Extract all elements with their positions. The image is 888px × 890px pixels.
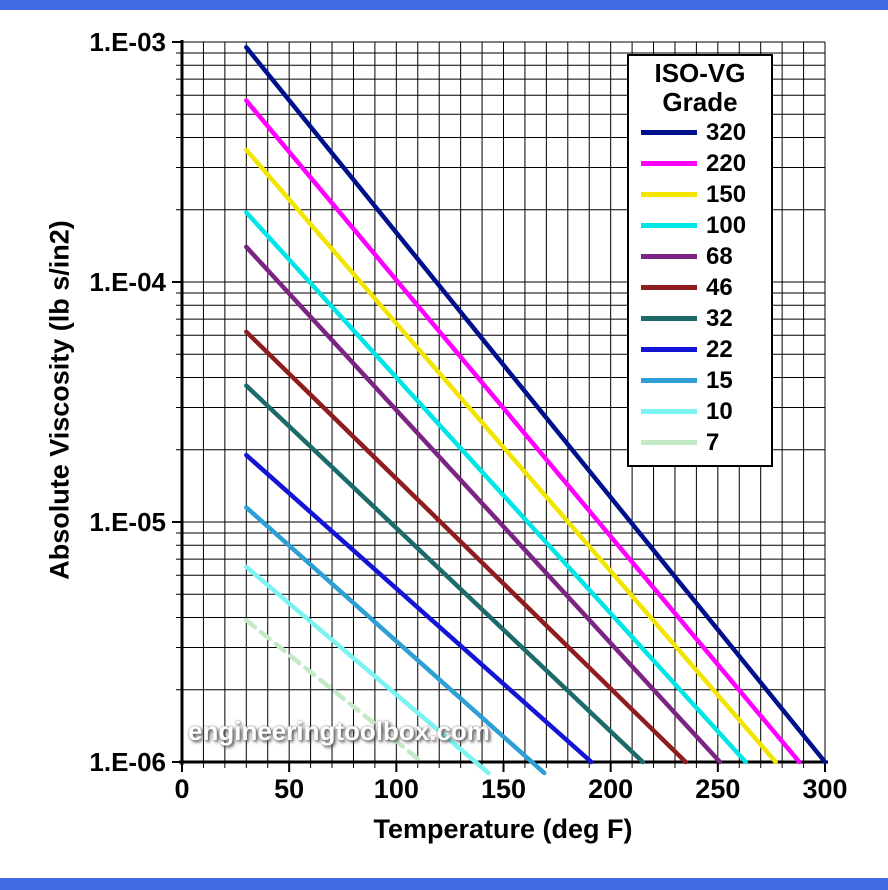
legend-line-swatch bbox=[641, 440, 697, 446]
series-line-7 bbox=[244, 617, 425, 765]
legend-entry-7: 7 bbox=[629, 427, 771, 458]
legend-entry-220: 220 bbox=[629, 148, 771, 179]
legend-label: 15 bbox=[706, 366, 733, 394]
y-axis-title: Absolute Viscosity (lb s/in2) bbox=[44, 220, 75, 580]
x-tick-label: 0 bbox=[174, 774, 189, 804]
legend-label: 10 bbox=[706, 397, 733, 425]
legend-line-swatch bbox=[641, 130, 697, 136]
legend-entries: 320 220 150 100 68 46 32 22 15 10 7 bbox=[629, 117, 771, 458]
x-tick-label: 150 bbox=[481, 774, 526, 804]
series-line-220 bbox=[244, 98, 802, 765]
legend-entry-320: 320 bbox=[629, 117, 771, 148]
legend-line-swatch bbox=[641, 378, 697, 384]
series-line-150 bbox=[244, 147, 778, 765]
tick-labels: 0 50 100 150 200 250 300 1.E-03 1.E-04 1.E-05 1.E-… bbox=[89, 27, 847, 804]
legend-title-line1: ISO-VG bbox=[654, 58, 746, 88]
legend-entry-150: 150 bbox=[629, 179, 771, 210]
series-line-32 bbox=[244, 383, 646, 765]
x-tick-label: 300 bbox=[802, 774, 847, 804]
legend-label: 100 bbox=[706, 211, 747, 239]
legend: ISO-VG Grade 320 220 150 100 68 46 32 22 15 10 7 bbox=[627, 54, 773, 468]
legend-title-line2: Grade bbox=[662, 87, 738, 118]
x-tick-label: 200 bbox=[588, 774, 633, 804]
legend-line-swatch bbox=[641, 223, 697, 229]
legend-label: 7 bbox=[706, 428, 720, 456]
series-line-46 bbox=[244, 329, 688, 765]
legend-line-swatch bbox=[641, 161, 697, 167]
series-lines bbox=[244, 45, 828, 776]
y-tick-label: 1.E-05 bbox=[89, 507, 166, 537]
legend-title: ISO-VG Grade bbox=[629, 58, 771, 118]
legend-label: 46 bbox=[706, 273, 733, 301]
legend-entry-46: 46 bbox=[629, 272, 771, 303]
legend-line-swatch bbox=[641, 316, 697, 322]
legend-label: 32 bbox=[706, 304, 733, 332]
series-line-22 bbox=[244, 452, 594, 765]
x-tick-label: 250 bbox=[695, 774, 740, 804]
watermark: engineeringtoolbox.com bbox=[188, 716, 490, 746]
x-tick-label: 100 bbox=[374, 774, 419, 804]
bottom-border-bar bbox=[0, 878, 888, 890]
series-line-320 bbox=[244, 45, 828, 765]
legend-entry-10: 10 bbox=[629, 396, 771, 427]
y-tick-label: 1.E-06 bbox=[89, 747, 166, 777]
series-line-68 bbox=[244, 244, 723, 765]
legend-line-swatch bbox=[641, 285, 697, 291]
legend-entry-32: 32 bbox=[629, 303, 771, 334]
legend-label: 150 bbox=[706, 180, 747, 208]
series-line-100 bbox=[244, 210, 748, 765]
legend-entry-22: 22 bbox=[629, 334, 771, 365]
series-line-10 bbox=[244, 564, 491, 776]
legend-label: 220 bbox=[706, 149, 747, 177]
legend-line-swatch bbox=[641, 254, 697, 260]
top-border-bar bbox=[0, 0, 888, 10]
legend-entry-15: 15 bbox=[629, 365, 771, 396]
series-line-15 bbox=[244, 505, 547, 776]
x-axis-title: Temperature (deg F) bbox=[373, 814, 633, 844]
y-tick-label: 1.E-03 bbox=[89, 27, 166, 57]
legend-line-swatch bbox=[641, 192, 697, 198]
y-tick-label: 1.E-04 bbox=[89, 267, 166, 297]
legend-entry-68: 68 bbox=[629, 241, 771, 272]
legend-label: 68 bbox=[706, 242, 733, 270]
legend-label: 22 bbox=[706, 335, 733, 363]
legend-label: 320 bbox=[706, 118, 747, 146]
x-tick-label: 50 bbox=[274, 774, 304, 804]
legend-entry-100: 100 bbox=[629, 210, 771, 241]
legend-line-swatch bbox=[641, 409, 697, 415]
legend-line-swatch bbox=[641, 347, 697, 353]
